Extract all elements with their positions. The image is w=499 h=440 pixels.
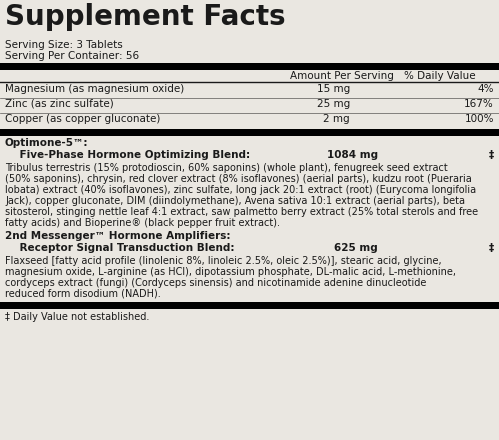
Text: 2nd Messenger™ Hormone Amplifiers:: 2nd Messenger™ Hormone Amplifiers: xyxy=(5,231,231,241)
Text: cordyceps extract (fungi) (Cordyceps sinensis) and nicotinamide adenine dinucleo: cordyceps extract (fungi) (Cordyceps sin… xyxy=(5,278,426,288)
Text: reduced form disodium (NADH).: reduced form disodium (NADH). xyxy=(5,289,161,299)
Text: Magnesium (as magnesium oxide): Magnesium (as magnesium oxide) xyxy=(5,84,184,94)
Text: 4%: 4% xyxy=(478,84,494,94)
Text: 100%: 100% xyxy=(465,114,494,124)
Text: Supplement Facts: Supplement Facts xyxy=(5,3,285,31)
Text: fatty acids) and Bioperine® (black pepper fruit extract).: fatty acids) and Bioperine® (black peppe… xyxy=(5,218,280,228)
Text: lobata) extract (40% isoflavones), zinc sulfate, long jack 20:1 extract (root) (: lobata) extract (40% isoflavones), zinc … xyxy=(5,185,476,195)
Text: sitosterol, stinging nettle leaf 4:1 extract, saw palmetto berry extract (25% to: sitosterol, stinging nettle leaf 4:1 ext… xyxy=(5,207,478,217)
Bar xyxy=(0,129,499,136)
Text: (50% saponins), chrysin, red clover extract (8% isoflavones) (aerial parts), kud: (50% saponins), chrysin, red clover extr… xyxy=(5,174,472,184)
Text: 167%: 167% xyxy=(464,99,494,109)
Text: magnesium oxide, L-arginine (as HCl), dipotassium phosphate, DL-malic acid, L-me: magnesium oxide, L-arginine (as HCl), di… xyxy=(5,267,456,277)
Text: Zinc (as zinc sulfate): Zinc (as zinc sulfate) xyxy=(5,99,114,109)
Text: Flaxseed [fatty acid profile (linolenic 8%, linoleic 2.5%, oleic 2.5%)], stearic: Flaxseed [fatty acid profile (linolenic … xyxy=(5,256,442,266)
Text: Optimone-5™:: Optimone-5™: xyxy=(5,138,88,148)
Text: 1084 mg: 1084 mg xyxy=(327,150,378,160)
Text: Serving Size: 3 Tablets: Serving Size: 3 Tablets xyxy=(5,40,123,50)
Bar xyxy=(0,302,499,309)
Bar xyxy=(0,63,499,70)
Text: Five-Phase Hormone Optimizing Blend:: Five-Phase Hormone Optimizing Blend: xyxy=(5,150,250,160)
Text: ‡: ‡ xyxy=(489,243,494,253)
Text: 15 mg: 15 mg xyxy=(317,84,350,94)
Text: ‡ Daily Value not established.: ‡ Daily Value not established. xyxy=(5,312,149,322)
Text: ‡: ‡ xyxy=(489,150,494,160)
Text: Jack), copper gluconate, DIM (diindolymethane), Avena sativa 10:1 extract (aeria: Jack), copper gluconate, DIM (diindolyme… xyxy=(5,196,465,206)
Text: Tribulus terrestris (15% protodioscin, 60% saponins) (whole plant), fenugreek se: Tribulus terrestris (15% protodioscin, 6… xyxy=(5,163,448,173)
Text: Serving Per Container: 56: Serving Per Container: 56 xyxy=(5,51,139,61)
Text: Copper (as copper gluconate): Copper (as copper gluconate) xyxy=(5,114,160,124)
Text: 25 mg: 25 mg xyxy=(317,99,350,109)
Text: % Daily Value: % Daily Value xyxy=(404,71,476,81)
Text: 2 mg: 2 mg xyxy=(323,114,350,124)
Text: Receptor Signal Transduction Blend:: Receptor Signal Transduction Blend: xyxy=(5,243,235,253)
Text: 625 mg: 625 mg xyxy=(334,243,378,253)
Text: Amount Per Serving: Amount Per Serving xyxy=(290,71,394,81)
